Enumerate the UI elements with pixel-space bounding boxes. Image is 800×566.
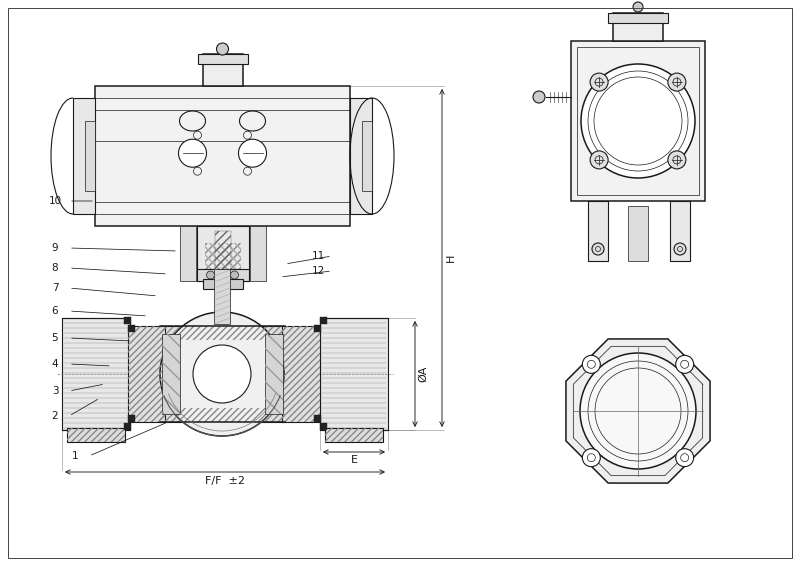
Text: 3: 3 bbox=[52, 386, 58, 396]
Bar bbox=[202, 54, 242, 86]
Bar bbox=[128, 326, 165, 422]
Bar bbox=[320, 318, 388, 430]
Circle shape bbox=[668, 73, 686, 91]
Bar bbox=[197, 269, 249, 281]
Text: 5: 5 bbox=[52, 333, 58, 343]
Text: 11: 11 bbox=[311, 251, 325, 261]
Bar bbox=[124, 317, 131, 324]
Bar bbox=[197, 226, 249, 281]
Bar bbox=[214, 231, 230, 276]
Circle shape bbox=[533, 91, 545, 103]
Circle shape bbox=[580, 353, 696, 469]
Bar bbox=[205, 243, 241, 273]
Bar bbox=[670, 201, 690, 261]
Circle shape bbox=[590, 73, 608, 91]
Bar bbox=[85, 121, 95, 191]
Circle shape bbox=[238, 139, 266, 167]
Bar bbox=[320, 317, 327, 324]
Bar bbox=[265, 334, 283, 414]
Text: E: E bbox=[350, 455, 358, 465]
Text: 6: 6 bbox=[52, 306, 58, 316]
Bar bbox=[160, 326, 285, 340]
Bar bbox=[73, 98, 95, 214]
Bar bbox=[265, 334, 283, 414]
Bar bbox=[314, 325, 321, 332]
Text: 12: 12 bbox=[311, 266, 325, 276]
Bar bbox=[282, 326, 320, 422]
Bar bbox=[160, 326, 285, 340]
Bar bbox=[325, 428, 383, 442]
Bar bbox=[608, 13, 668, 23]
Bar bbox=[162, 334, 180, 414]
Bar bbox=[588, 201, 608, 261]
Bar bbox=[571, 41, 705, 201]
Circle shape bbox=[633, 2, 643, 12]
Circle shape bbox=[676, 355, 694, 374]
Bar bbox=[314, 415, 321, 422]
Text: 1: 1 bbox=[72, 451, 78, 461]
Circle shape bbox=[592, 243, 604, 255]
Circle shape bbox=[676, 449, 694, 467]
Circle shape bbox=[160, 312, 284, 436]
Bar bbox=[95, 86, 350, 226]
Bar bbox=[250, 226, 266, 281]
Circle shape bbox=[590, 151, 608, 169]
Bar bbox=[198, 54, 247, 64]
Bar bbox=[124, 423, 131, 430]
Text: ØA: ØA bbox=[418, 366, 428, 382]
Circle shape bbox=[582, 355, 600, 374]
Bar bbox=[362, 121, 372, 191]
Text: 10: 10 bbox=[49, 196, 62, 206]
Text: 4: 4 bbox=[52, 359, 58, 369]
Bar bbox=[128, 326, 165, 422]
Bar bbox=[282, 326, 320, 422]
Circle shape bbox=[668, 151, 686, 169]
Bar bbox=[214, 269, 230, 324]
Bar bbox=[160, 408, 285, 422]
Text: 7: 7 bbox=[52, 283, 58, 293]
Bar bbox=[160, 408, 285, 422]
Bar bbox=[613, 13, 663, 41]
Polygon shape bbox=[566, 339, 710, 483]
Text: 2: 2 bbox=[52, 411, 58, 421]
Text: 8: 8 bbox=[52, 263, 58, 273]
Bar bbox=[128, 325, 135, 332]
Bar bbox=[628, 206, 648, 261]
Bar bbox=[320, 423, 327, 430]
Circle shape bbox=[674, 243, 686, 255]
Bar bbox=[325, 428, 383, 442]
Bar bbox=[577, 47, 699, 195]
Bar bbox=[205, 243, 241, 273]
Bar bbox=[179, 226, 195, 281]
Bar bbox=[62, 318, 130, 430]
Circle shape bbox=[230, 271, 238, 279]
Circle shape bbox=[193, 345, 251, 403]
Text: F/F  ±2: F/F ±2 bbox=[205, 476, 245, 486]
Bar bbox=[350, 98, 372, 214]
Bar bbox=[128, 415, 135, 422]
Text: H: H bbox=[446, 254, 456, 262]
Text: 9: 9 bbox=[52, 243, 58, 253]
Bar bbox=[202, 279, 242, 289]
Circle shape bbox=[206, 271, 214, 279]
Bar bbox=[67, 428, 125, 442]
Circle shape bbox=[217, 43, 229, 55]
Bar bbox=[162, 334, 180, 414]
Bar bbox=[67, 428, 125, 442]
Circle shape bbox=[178, 139, 206, 167]
Circle shape bbox=[581, 64, 695, 178]
Circle shape bbox=[582, 449, 600, 467]
